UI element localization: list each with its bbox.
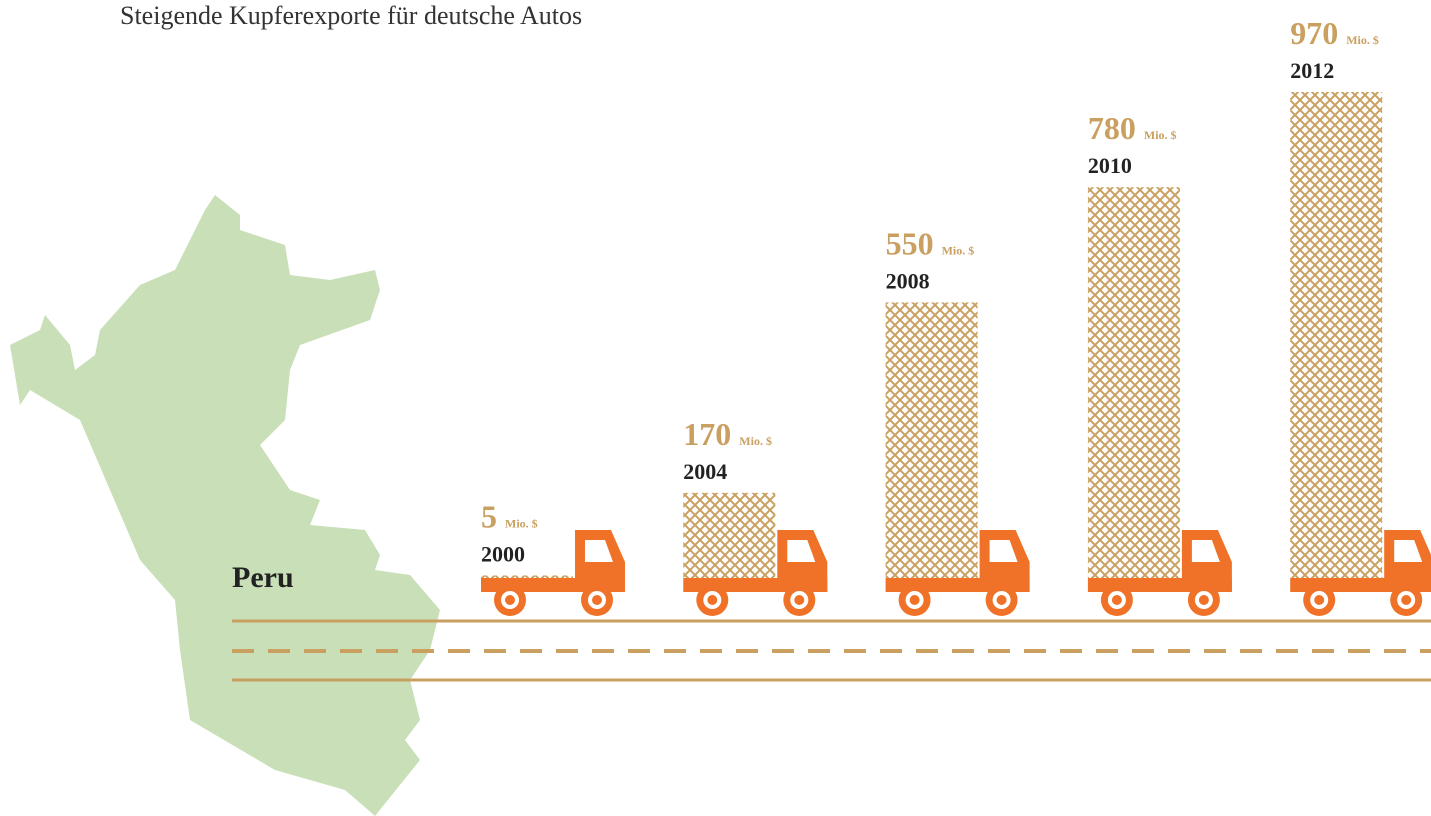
truck-window [1191, 540, 1220, 562]
value-unit: Mio. $ [942, 243, 975, 257]
year-label: 2004 [683, 459, 727, 484]
value-label: 550 Mio. $ [886, 225, 975, 261]
bar [481, 575, 573, 578]
region-label: Peru [232, 561, 294, 594]
truck-window [989, 540, 1018, 562]
truck-window [1394, 540, 1423, 562]
wheel-hub [592, 595, 602, 605]
chart-title: Steigende Kupferexporte für deutsche Aut… [120, 1, 582, 30]
value-number: 970 [1290, 15, 1338, 51]
year-label: 2008 [886, 268, 930, 293]
bar [1290, 92, 1383, 578]
value-unit: Mio. $ [505, 516, 538, 530]
map-peru [10, 195, 440, 816]
value-unit: Mio. $ [739, 434, 772, 448]
wheel-hub [1401, 595, 1412, 605]
value-number: 170 [683, 416, 731, 452]
bar [885, 302, 978, 578]
year-label: 2012 [1290, 58, 1334, 83]
wheel-hub [996, 595, 1007, 605]
year-label: 2000 [481, 541, 525, 566]
value-label: 170 Mio. $ [683, 416, 772, 452]
wheel-hub [505, 595, 515, 605]
value-label: 970 Mio. $ [1290, 15, 1379, 51]
bar [1087, 187, 1180, 579]
bar [683, 492, 776, 578]
wheel-hub [1111, 595, 1122, 605]
value-unit: Mio. $ [1144, 128, 1177, 142]
wheel-hub [794, 595, 805, 605]
value-label: 5 Mio. $ [481, 498, 538, 534]
value-number: 550 [886, 225, 934, 261]
value-label: 780 Mio. $ [1088, 110, 1177, 146]
wheel-hub [707, 595, 718, 605]
truck-window [585, 540, 613, 562]
value-number: 5 [481, 498, 497, 534]
wheel-hub [1314, 595, 1325, 605]
value-unit: Mio. $ [1346, 33, 1379, 47]
truck-window [787, 540, 816, 562]
wheel-hub [909, 595, 920, 605]
wheel-hub [1198, 595, 1209, 605]
year-label: 2010 [1088, 153, 1132, 178]
value-number: 780 [1088, 110, 1136, 146]
